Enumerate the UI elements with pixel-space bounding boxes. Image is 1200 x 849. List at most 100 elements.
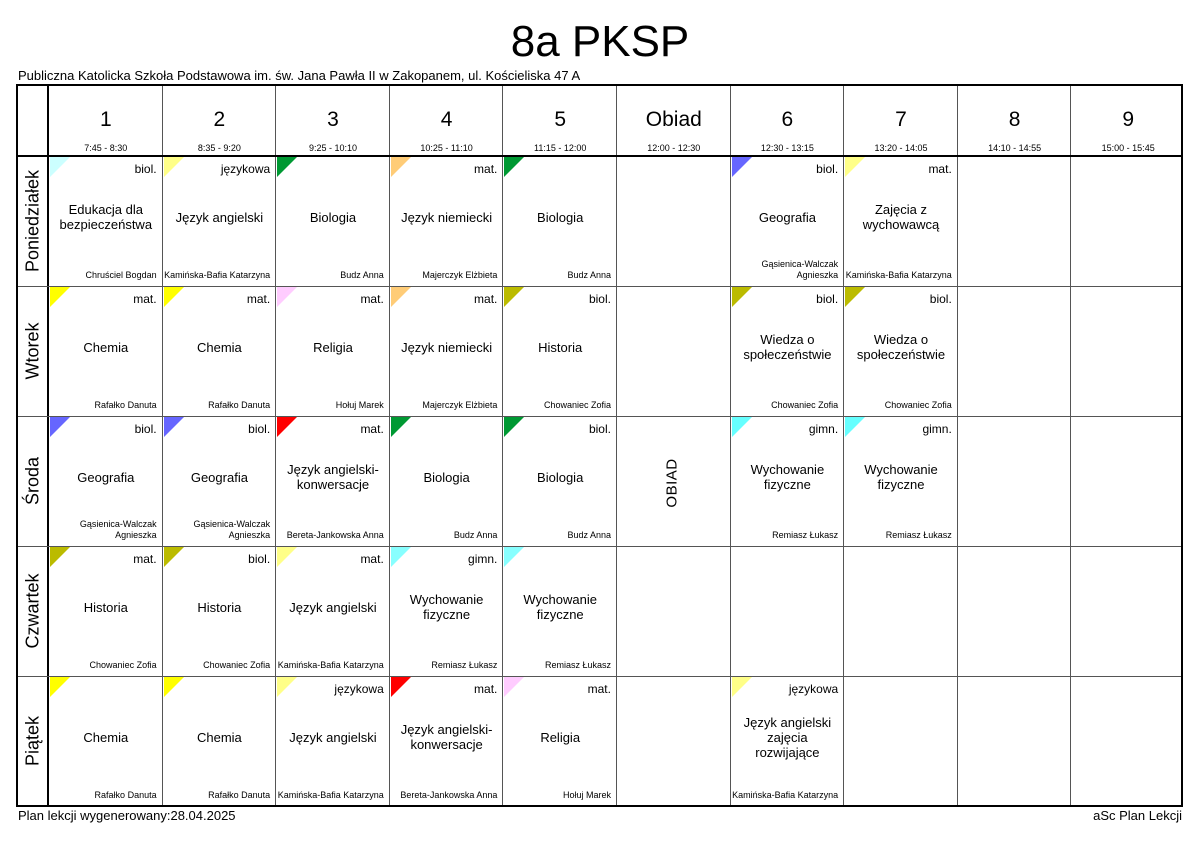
lesson-teacher: Kamińska-Bafia Katarzyna xyxy=(277,660,384,670)
lesson-subject: Język angielski zajęcia rozwijające xyxy=(743,714,832,760)
lesson-cell[interactable]: biol. Wiedza o społeczeństwie Chowaniec Zo… xyxy=(731,287,844,415)
lesson-cell[interactable]: mat. Język niemiecki Majerczyk Elżbieta xyxy=(390,287,503,415)
lesson-group: mat. xyxy=(474,682,498,696)
period-header-7: 6 12:30 - 13:15 xyxy=(731,86,845,156)
lesson-cell[interactable]: mat. Język angielski Kamińska-Bafia Katarz… xyxy=(277,547,389,675)
lesson-group: mat. xyxy=(474,292,498,306)
lesson-cell[interactable]: biol. Geografia Gąsienica-Walczak Agnieszk… xyxy=(731,157,844,285)
grid-column-line xyxy=(616,86,617,805)
lesson-teacher: Kamińska-Bafia Katarzyna xyxy=(845,270,952,280)
subject-color-marker xyxy=(50,547,70,567)
lesson-group: biol. xyxy=(134,162,157,176)
period-number: 7 xyxy=(895,108,907,131)
lesson-group: mat. xyxy=(587,682,611,696)
lesson-subject: Język angielski xyxy=(289,729,377,745)
lesson-cell[interactable]: gimn. Wychowanie fizyczne Remiasz Łukasz xyxy=(845,417,957,545)
lesson-teacher: Majerczyk Elżbieta xyxy=(422,270,498,280)
day-label-1: Poniedziałek xyxy=(18,156,48,286)
day-name: Czwartek xyxy=(22,573,43,649)
lesson-cell[interactable]: gimn. Wychowanie fizyczne Remiasz Łukasz xyxy=(390,547,503,675)
subject-color-marker xyxy=(50,677,70,697)
lesson-cell[interactable]: językowa Język angielski Kamińska-Bafia Ka… xyxy=(277,677,389,805)
period-time: 7:45 - 8:30 xyxy=(84,143,128,153)
lesson-cell[interactable]: mat. Język angielski-konwersacje Bereta-Ja… xyxy=(390,677,503,805)
lesson-cell[interactable]: biol. Geografia Gąsienica-Walczak Agnieszk… xyxy=(50,417,162,545)
lesson-cell[interactable]: biol. Historia Chowaniec Zofia xyxy=(163,547,276,675)
period-header-3: 3 9:25 - 10:10 xyxy=(276,86,390,156)
lesson-group: mat. xyxy=(360,292,384,306)
lesson-cell[interactable]: mat. Chemia Rafałko Danuta xyxy=(163,287,276,415)
lesson-cell[interactable]: mat. Chemia Rafałko Danuta xyxy=(50,287,162,415)
subject-color-marker xyxy=(504,157,525,177)
subject-color-marker xyxy=(163,547,184,567)
lesson-teacher: Remiasz Łukasz xyxy=(544,660,611,670)
lesson-subject: Biologia xyxy=(309,209,357,225)
lesson-cell[interactable]: biol. Geografia Gąsienica-Walczak Agnieszk… xyxy=(163,417,276,545)
day-name: Poniedziałek xyxy=(22,169,43,273)
lesson-cell[interactable]: mat. Religia Hołuj Marek xyxy=(277,287,389,415)
period-header-4: 4 10:25 - 11:10 xyxy=(390,86,504,156)
period-header-9: 8 14:10 - 14:55 xyxy=(958,86,1072,156)
lunch-break-label: OBIAD xyxy=(663,457,681,508)
grid-column-line xyxy=(843,86,845,805)
lesson-cell[interactable]: mat. Język niemiecki Majerczyk Elżbieta xyxy=(390,157,503,285)
grid-column-line xyxy=(275,86,277,805)
subject-color-marker xyxy=(390,417,411,437)
lesson-subject: Zajęcia z wychowawcą xyxy=(862,202,940,232)
lesson-group: mat. xyxy=(474,162,498,176)
lesson-cell[interactable]: Biologia Budz Anna xyxy=(504,157,616,285)
lesson-subject: Biologia xyxy=(537,469,584,485)
lesson-teacher: Gąsienica-Walczak Agnieszka xyxy=(79,519,157,540)
lesson-cell[interactable]: gimn. Wychowanie fizyczne Remiasz Łukasz xyxy=(731,417,844,545)
subject-color-marker xyxy=(163,677,184,697)
period-time: 12:00 - 12:30 xyxy=(647,143,701,153)
lesson-cell[interactable]: mat. Język angielski-konwersacje Bereta-Ja… xyxy=(277,417,389,545)
lesson-cell[interactable]: biol. Edukacja dla bezpieczeństwa Chruście… xyxy=(50,157,162,285)
lesson-teacher: Chruściel Bogdan xyxy=(85,270,157,280)
lesson-cell[interactable]: mat. Religia Hołuj Marek xyxy=(504,677,616,805)
lesson-teacher: Rafałko Danuta xyxy=(208,790,271,800)
period-number: 1 xyxy=(99,108,112,131)
lesson-teacher: Kamińska-Bafia Katarzyna xyxy=(732,790,839,800)
subject-color-marker xyxy=(50,417,70,437)
subject-color-marker xyxy=(277,287,298,307)
lesson-cell[interactable]: Wychowanie fizyczne Remiasz Łukasz xyxy=(504,547,616,675)
lesson-subject: Historia xyxy=(538,339,583,355)
lesson-cell[interactable]: Chemia Rafałko Danuta xyxy=(163,677,276,805)
lesson-cell[interactable]: Chemia Rafałko Danuta xyxy=(50,677,162,805)
lesson-cell[interactable]: mat. Historia Chowaniec Zofia xyxy=(50,547,162,675)
school-name: Publiczna Katolicka Szkoła Podstawowa im… xyxy=(18,68,581,83)
subject-color-marker xyxy=(731,417,752,437)
lesson-group: mat. xyxy=(360,552,384,566)
lesson-cell[interactable]: Biologia Budz Anna xyxy=(277,157,389,285)
lesson-subject: Religia xyxy=(313,339,353,355)
lesson-teacher: Majerczyk Elżbieta xyxy=(422,400,498,410)
subject-color-marker xyxy=(390,547,411,567)
lesson-cell[interactable]: językowa Język angielski zajęcia rozwijaj… xyxy=(731,677,844,805)
subject-color-marker xyxy=(504,287,525,307)
subject-color-marker xyxy=(277,157,298,177)
day-label-3: Środa xyxy=(18,416,48,546)
period-header-5: 5 11:15 - 12:00 xyxy=(503,86,617,156)
subject-color-marker xyxy=(277,417,298,437)
lesson-cell[interactable]: językowa Język angielski Kamińska-Bafia Ka… xyxy=(163,157,276,285)
period-time: 8:35 - 9:20 xyxy=(197,143,241,153)
subject-color-marker xyxy=(845,287,866,307)
lunch-break-block: OBIAD xyxy=(616,158,728,807)
lesson-teacher: Rafałko Danuta xyxy=(208,400,271,410)
lesson-group: biol. xyxy=(588,422,611,436)
lesson-cell[interactable]: mat. Zajęcia z wychowawcą Kamińska-Bafia K… xyxy=(845,157,957,285)
lesson-teacher: Budz Anna xyxy=(453,530,498,540)
lesson-cell[interactable]: biol. Biologia Budz Anna xyxy=(504,417,616,545)
lesson-group: mat. xyxy=(246,292,271,306)
lesson-cell[interactable]: Biologia Budz Anna xyxy=(390,417,503,545)
lesson-group: mat. xyxy=(133,292,157,306)
lesson-subject: Biologia xyxy=(423,469,470,485)
period-header-6: Obiad 12:00 - 12:30 xyxy=(617,86,731,156)
period-header-2: 2 8:35 - 9:20 xyxy=(163,86,277,156)
lesson-cell[interactable]: biol. Wiedza o społeczeństwie Chowaniec Zo… xyxy=(845,287,957,415)
lesson-cell[interactable]: biol. Historia Chowaniec Zofia xyxy=(504,287,616,415)
lesson-subject: Chemia xyxy=(196,339,242,355)
period-header-8: 7 13:20 - 14:05 xyxy=(844,86,958,156)
lesson-group: biol. xyxy=(248,422,271,436)
